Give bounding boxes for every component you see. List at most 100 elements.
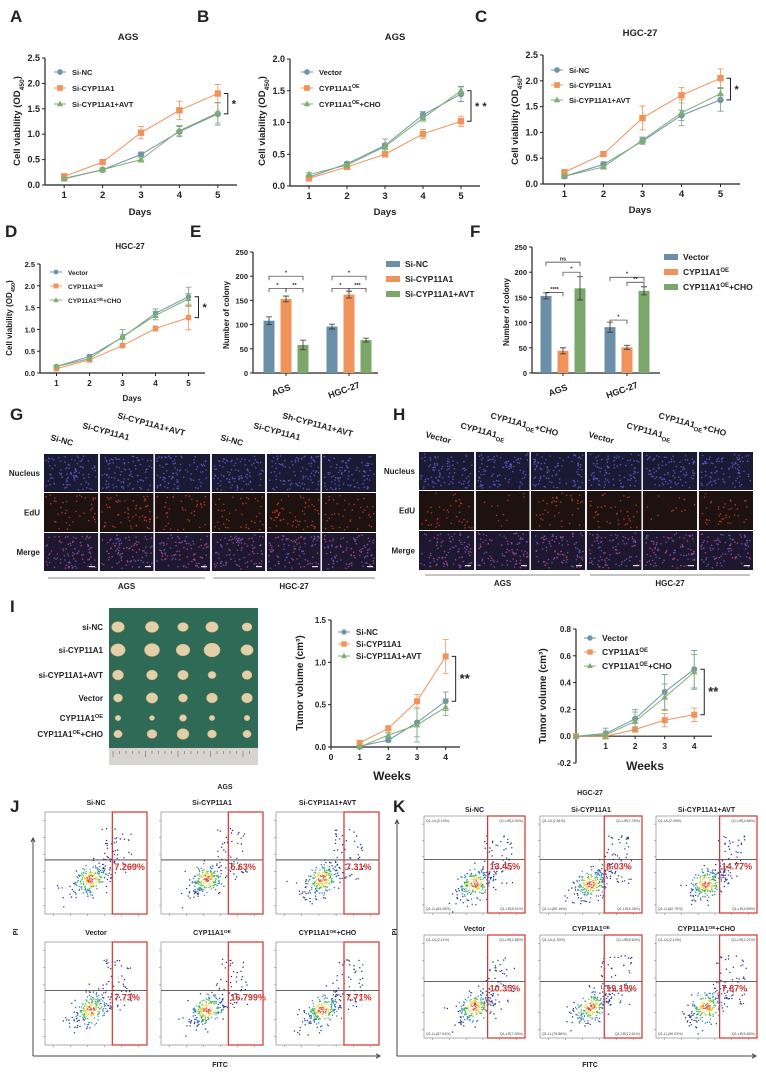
data-point xyxy=(137,151,145,158)
event-dot xyxy=(74,999,76,1002)
event-dot xyxy=(357,846,359,848)
significance-bracket xyxy=(700,668,705,716)
cell-dot xyxy=(139,479,141,481)
event-dot xyxy=(90,1009,93,1011)
cell-dot xyxy=(156,560,158,562)
cell-dot xyxy=(236,549,239,551)
x-tick-label: 1 xyxy=(357,752,362,762)
cell-dot xyxy=(144,536,146,538)
cell-dot xyxy=(690,476,693,479)
cell-dot xyxy=(289,479,291,482)
legend-label-sup: OE xyxy=(97,283,104,288)
cell-dot xyxy=(558,478,561,480)
cell-dot xyxy=(460,565,462,567)
cell-dot xyxy=(65,500,68,503)
cell-dot xyxy=(429,561,432,564)
event-dot xyxy=(93,998,95,1000)
cell-dot xyxy=(459,566,461,569)
cell-dot xyxy=(366,462,368,465)
event-dot xyxy=(95,872,97,874)
cell-dot xyxy=(542,541,544,544)
cell-dot xyxy=(545,549,548,552)
cell-dot xyxy=(713,480,715,483)
event-dot xyxy=(217,877,220,879)
cell-dot xyxy=(89,536,92,538)
event-dot xyxy=(308,1007,311,1009)
cell-dot xyxy=(329,471,332,474)
event-dot xyxy=(97,879,99,882)
cell-dot xyxy=(526,453,529,455)
cell-dot xyxy=(307,505,310,508)
cell-dot xyxy=(185,469,187,471)
cell-dot xyxy=(634,541,637,544)
micrograph-edu xyxy=(155,493,210,532)
event-dot xyxy=(194,889,196,891)
cell-dot xyxy=(654,483,656,486)
cell-dot xyxy=(621,457,624,460)
row-label: CYP11A1OE+CHO xyxy=(37,730,103,739)
cell-dot xyxy=(193,558,196,560)
cell-dot xyxy=(116,501,119,504)
event-dot xyxy=(335,835,338,838)
cell-dot xyxy=(91,488,93,491)
cell-dot xyxy=(260,469,263,472)
micrograph-merge xyxy=(267,533,321,571)
row-label-text: CYP11A1 xyxy=(60,714,96,723)
cell-dot xyxy=(214,526,216,528)
cell-dot xyxy=(167,455,170,458)
event-dot xyxy=(209,874,211,877)
cell-dot xyxy=(311,503,313,506)
cell-dot xyxy=(51,467,54,470)
event-dot xyxy=(311,1007,314,1010)
cell-dot xyxy=(351,564,353,567)
cell-dot xyxy=(351,473,353,476)
cell-dot xyxy=(253,455,256,458)
cell-dot xyxy=(599,556,602,558)
cell-dot xyxy=(64,512,67,515)
cell-dot xyxy=(579,486,582,488)
event-dot xyxy=(189,1022,192,1024)
cell-dot xyxy=(76,462,79,465)
micrograph-edu xyxy=(212,493,265,532)
cell-dot xyxy=(314,461,316,463)
cell-dot xyxy=(745,500,747,502)
cell-dot xyxy=(227,526,229,529)
event-dot xyxy=(118,996,121,998)
cell-dot xyxy=(629,520,631,522)
cell-dot xyxy=(502,513,505,516)
apoptosis-gate xyxy=(111,941,148,1046)
event-dot xyxy=(215,1001,218,1003)
event-dot xyxy=(202,1006,204,1008)
cell-dot xyxy=(508,468,511,470)
cell-dot xyxy=(258,512,261,515)
cell-dot xyxy=(519,538,521,541)
column-label: Si-CYP11A1 xyxy=(81,420,130,442)
event-dot xyxy=(225,980,228,983)
micrograph-nucleus xyxy=(587,452,642,490)
event-dot xyxy=(203,878,205,880)
cell-dot xyxy=(706,540,709,543)
y-tick-label: 0.0 xyxy=(525,179,538,189)
event-dot xyxy=(198,869,201,871)
data-point xyxy=(560,172,568,179)
event-dot xyxy=(91,999,93,1001)
event-dot xyxy=(237,868,240,870)
cell-dot xyxy=(79,466,81,468)
tumor xyxy=(203,642,221,658)
event-dot xyxy=(212,880,215,882)
cell-dot xyxy=(546,466,549,468)
event-dot xyxy=(345,868,347,870)
cell-dot xyxy=(253,546,256,549)
event-dot xyxy=(74,883,76,885)
event-dot xyxy=(83,869,86,871)
cell-dot xyxy=(461,556,464,558)
cell-dot xyxy=(576,480,579,482)
cell-dot xyxy=(429,554,432,557)
cell-dot xyxy=(169,547,172,549)
event-dot xyxy=(204,1004,206,1007)
event-dot xyxy=(95,881,97,883)
micrograph-edu xyxy=(643,491,697,530)
scale-bar xyxy=(744,565,750,567)
cell-dot xyxy=(570,565,573,568)
cell-dot xyxy=(549,455,552,457)
